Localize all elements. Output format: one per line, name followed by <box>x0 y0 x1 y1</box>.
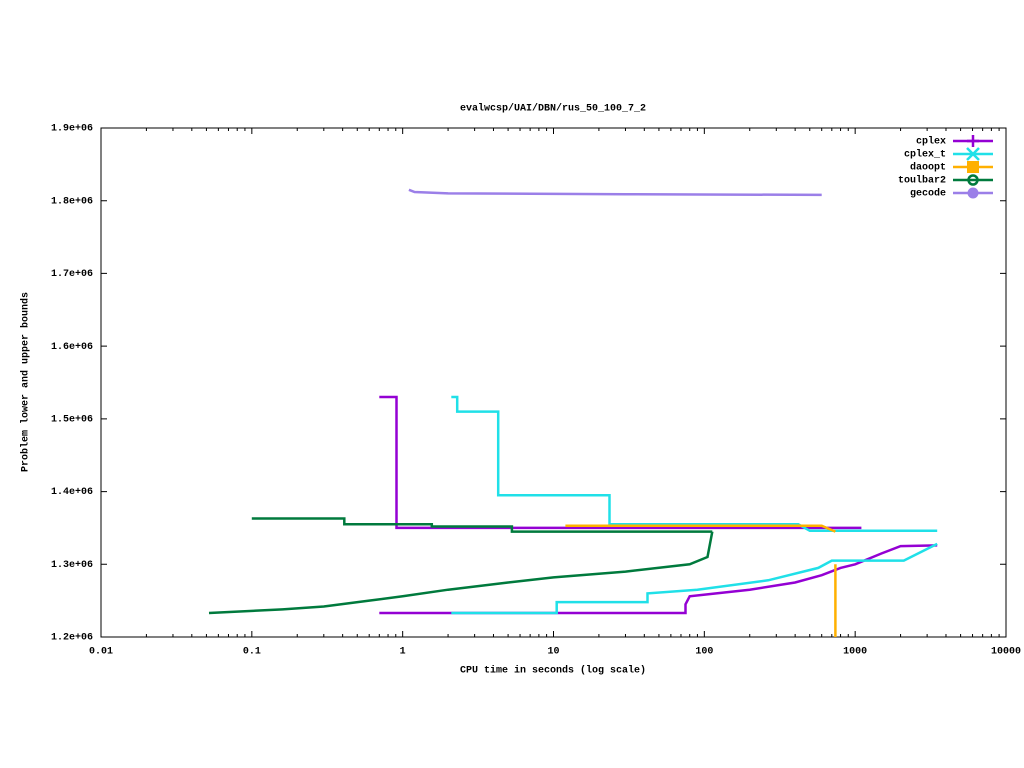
x-tick-label: 0.01 <box>89 647 113 658</box>
x-tick-label: 1000 <box>843 647 867 658</box>
x-tick-label: 1 <box>400 647 406 658</box>
y-tick-label: 1.5e+06 <box>51 414 93 425</box>
legend-label: toulbar2 <box>898 175 946 187</box>
legend-marker <box>966 147 980 161</box>
series-line <box>379 395 938 615</box>
legend-label: cplex_t <box>904 149 946 161</box>
series-line <box>565 524 837 637</box>
legend-label: gecode <box>910 188 946 200</box>
y-tick-label: 1.6e+06 <box>51 342 93 353</box>
legend-marker <box>967 174 979 186</box>
legend-marker <box>967 135 979 147</box>
y-tick-label: 1.2e+06 <box>51 633 93 644</box>
x-tick-label: 100 <box>695 647 713 658</box>
x-axis-label: CPU time in seconds (log scale) <box>460 665 646 677</box>
y-tick-label: 1.9e+06 <box>51 124 93 135</box>
series-line <box>208 517 714 615</box>
y-tick-label: 1.8e+06 <box>51 196 93 207</box>
legend-label: daoopt <box>910 162 946 174</box>
y-tick-label: 1.4e+06 <box>51 487 93 498</box>
series-line <box>408 188 822 197</box>
legend-label: cplex <box>916 136 946 148</box>
legend-marker <box>967 161 979 173</box>
y-tick-label: 1.3e+06 <box>51 560 93 571</box>
series-line <box>451 395 938 615</box>
legend-marker <box>967 187 979 199</box>
chart-title: evalwcsp/UAI/DBN/rus_50_100_7_2 <box>460 103 646 115</box>
x-tick-label: 0.1 <box>243 647 261 658</box>
y-axis-label: Problem lower and upper bounds <box>20 292 32 472</box>
x-tick-label: 10000 <box>991 647 1021 658</box>
x-tick-label: 10 <box>547 647 559 658</box>
y-tick-label: 1.7e+06 <box>51 269 93 280</box>
